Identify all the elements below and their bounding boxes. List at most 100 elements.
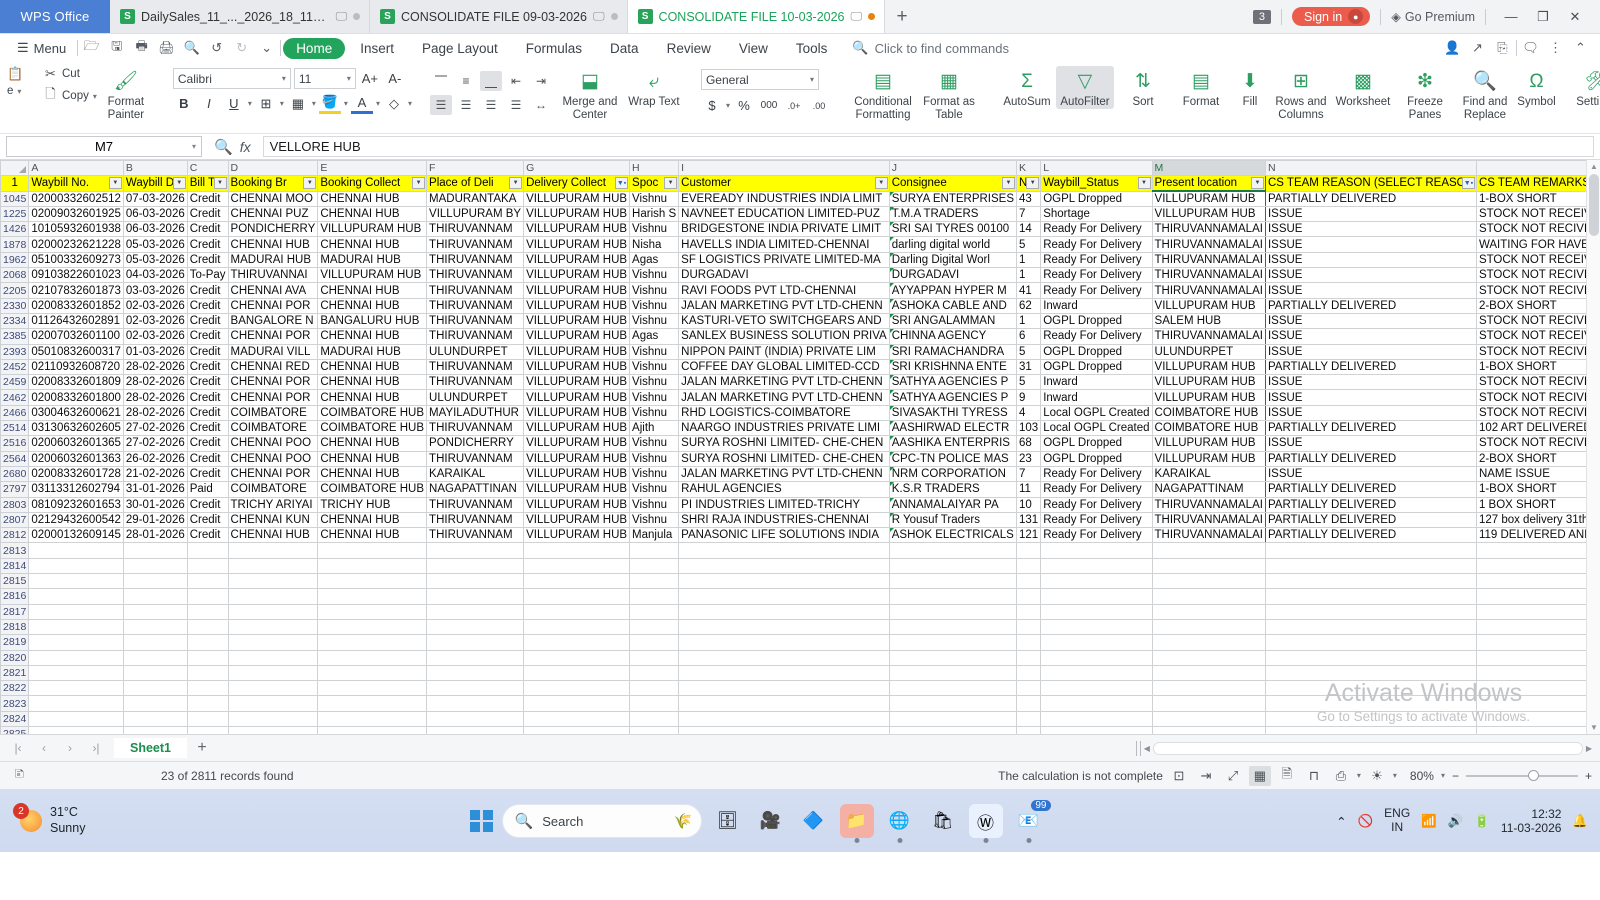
cell[interactable]: [1016, 664, 1042, 682]
cell[interactable]: 41: [1016, 282, 1042, 299]
export-icon[interactable]: ⎘: [1497, 40, 1508, 55]
table-row[interactable]: 1045 02000332602512 07-03-2026 Credit CHENNA…: [0, 190, 1600, 207]
cell[interactable]: [1040, 557, 1153, 575]
font-color-icon[interactable]: A: [350, 93, 373, 114]
cell[interactable]: [28, 680, 124, 697]
cell[interactable]: [426, 603, 525, 620]
cell[interactable]: COIMBATORE: [227, 404, 319, 422]
cell[interactable]: [523, 695, 631, 712]
cell[interactable]: [122, 542, 188, 559]
cell[interactable]: THIRUVANNAM: [426, 496, 525, 513]
windows-start-icon[interactable]: [470, 809, 493, 833]
cell[interactable]: [227, 618, 319, 636]
cell[interactable]: VILLUPURAM HUB: [1151, 450, 1266, 467]
clock[interactable]: 12:32 11-03-2026: [1501, 807, 1562, 836]
cell[interactable]: [1040, 710, 1153, 727]
row-header[interactable]: 2822: [0, 680, 30, 697]
cell[interactable]: VILLUPURAM HUB: [1151, 358, 1266, 376]
row-header[interactable]: 1426: [0, 221, 30, 238]
cell[interactable]: CHENNAI HUB: [317, 435, 428, 452]
table-row[interactable]: 2452 02110932608720 28-02-2026 Credit CHENNA…: [0, 358, 1600, 376]
undo-icon[interactable]: ↺: [211, 40, 223, 55]
cell[interactable]: [122, 618, 188, 636]
cell[interactable]: [426, 634, 525, 651]
ribbon-tab-page-layout[interactable]: Page Layout: [421, 40, 498, 56]
cell[interactable]: [28, 557, 124, 575]
cell[interactable]: [629, 680, 680, 697]
cell[interactable]: ISSUE: [1264, 251, 1477, 269]
microsoft-store-icon[interactable]: 🛍: [931, 811, 954, 830]
row-header[interactable]: 1962: [0, 251, 30, 269]
cell[interactable]: 09103822601023: [28, 267, 124, 284]
cell[interactable]: PI INDUSTRIES LIMITED-TRICHY: [678, 496, 890, 513]
vertical-scrollbar[interactable]: ▲ ▼: [1586, 160, 1600, 734]
cell[interactable]: BANGALORE N: [227, 312, 319, 330]
row-header[interactable]: 2466: [0, 404, 30, 422]
cell[interactable]: Credit: [186, 251, 229, 269]
symbol-button[interactable]: Ω Symbol: [1514, 66, 1559, 109]
cell[interactable]: 05010832600317: [28, 343, 124, 360]
cell[interactable]: [1016, 542, 1042, 559]
table-row[interactable]: 2385 02007032601100 02-03-2026 Credit CHENNA…: [0, 328, 1600, 345]
cell[interactable]: [523, 680, 631, 697]
table-row[interactable]: 2516 02006032601365 27-02-2026 Credit CHENNA…: [0, 435, 1600, 452]
cell[interactable]: Vishnu: [629, 312, 680, 330]
row-header[interactable]: 2813: [0, 542, 30, 559]
cell[interactable]: 02000232621228: [28, 236, 124, 253]
row-header[interactable]: 2815: [0, 573, 30, 590]
scroll-down-arrow[interactable]: ▼: [1590, 723, 1598, 732]
cell[interactable]: [1016, 588, 1042, 605]
share-icon[interactable]: ↗: [1472, 40, 1483, 55]
cell[interactable]: 68: [1016, 435, 1042, 452]
comment-icon[interactable]: 🗨: [1522, 40, 1539, 55]
cell[interactable]: [227, 573, 319, 590]
cell[interactable]: SATHYA AGENCIES P: [888, 374, 1018, 391]
mail-icon[interactable]: 📧 99: [1012, 800, 1051, 843]
cell[interactable]: [426, 680, 525, 697]
cell[interactable]: 5: [1016, 236, 1042, 253]
cell[interactable]: [1040, 725, 1153, 734]
header-cell-delivery-collection[interactable]: Delivery Collect ▼▪: [523, 175, 631, 192]
cell[interactable]: COFFEE DAY GLOBAL LIMITED-CCD: [678, 358, 890, 376]
cell[interactable]: [1475, 603, 1600, 620]
cell[interactable]: OGPL Dropped: [1040, 190, 1153, 207]
cell[interactable]: [317, 664, 428, 682]
filter-button[interactable]: ▼: [213, 177, 227, 190]
header-cell-consignee[interactable]: Consignee ▼: [888, 175, 1018, 192]
find-commands-box[interactable]: 🔍 Click to find commands: [852, 40, 1009, 56]
empty-table-row[interactable]: 2820: [0, 649, 1600, 666]
ribbon-tab-review[interactable]: Review: [666, 40, 711, 56]
chevron-down-icon[interactable]: ▾: [343, 99, 348, 108]
filter-button[interactable]: ▼: [1137, 177, 1151, 190]
cell[interactable]: [678, 649, 890, 666]
cell[interactable]: THIRUVANNAM: [426, 328, 525, 345]
table-row[interactable]: 2514 03130632602605 27-02-2026 Credit COIMBA…: [0, 420, 1600, 437]
eye-icon[interactable]: ☀: [1371, 767, 1383, 783]
cell[interactable]: [629, 664, 680, 682]
empty-table-row[interactable]: 2818: [0, 618, 1600, 636]
empty-table-row[interactable]: 2822: [0, 680, 1600, 697]
collapse-ribbon-icon[interactable]: ⌃: [1575, 40, 1586, 55]
share-user-icon[interactable]: 👤: [1444, 40, 1461, 55]
cell[interactable]: 02110932608720: [28, 358, 124, 376]
column-header-B[interactable]: B: [122, 160, 188, 177]
cell[interactable]: [317, 695, 428, 712]
cell[interactable]: [1475, 695, 1600, 712]
conditional-formatting-button[interactable]: ▤ Conditional Formatting: [848, 66, 918, 122]
chevron-down-icon[interactable]: ▾: [247, 99, 252, 108]
cell[interactable]: [28, 725, 124, 734]
cell[interactable]: [1151, 680, 1266, 697]
column-header-K[interactable]: K: [1016, 160, 1042, 177]
cut-button[interactable]: ✂ Cut: [43, 66, 97, 82]
cell[interactable]: PARTIALLY DELIVERED: [1264, 358, 1477, 376]
cell[interactable]: Credit: [186, 236, 229, 253]
cell[interactable]: [227, 649, 319, 666]
cell[interactable]: 03004632600621: [28, 404, 124, 422]
cell[interactable]: [317, 710, 428, 727]
cell[interactable]: To-Pay: [186, 267, 229, 284]
sign-in-button[interactable]: Sign in ●: [1291, 7, 1371, 26]
cell[interactable]: Ready For Delivery: [1040, 282, 1153, 299]
cell[interactable]: 06-03-2026: [122, 205, 188, 223]
cell[interactable]: OGPL Dropped: [1040, 435, 1153, 452]
cell[interactable]: [186, 649, 229, 666]
